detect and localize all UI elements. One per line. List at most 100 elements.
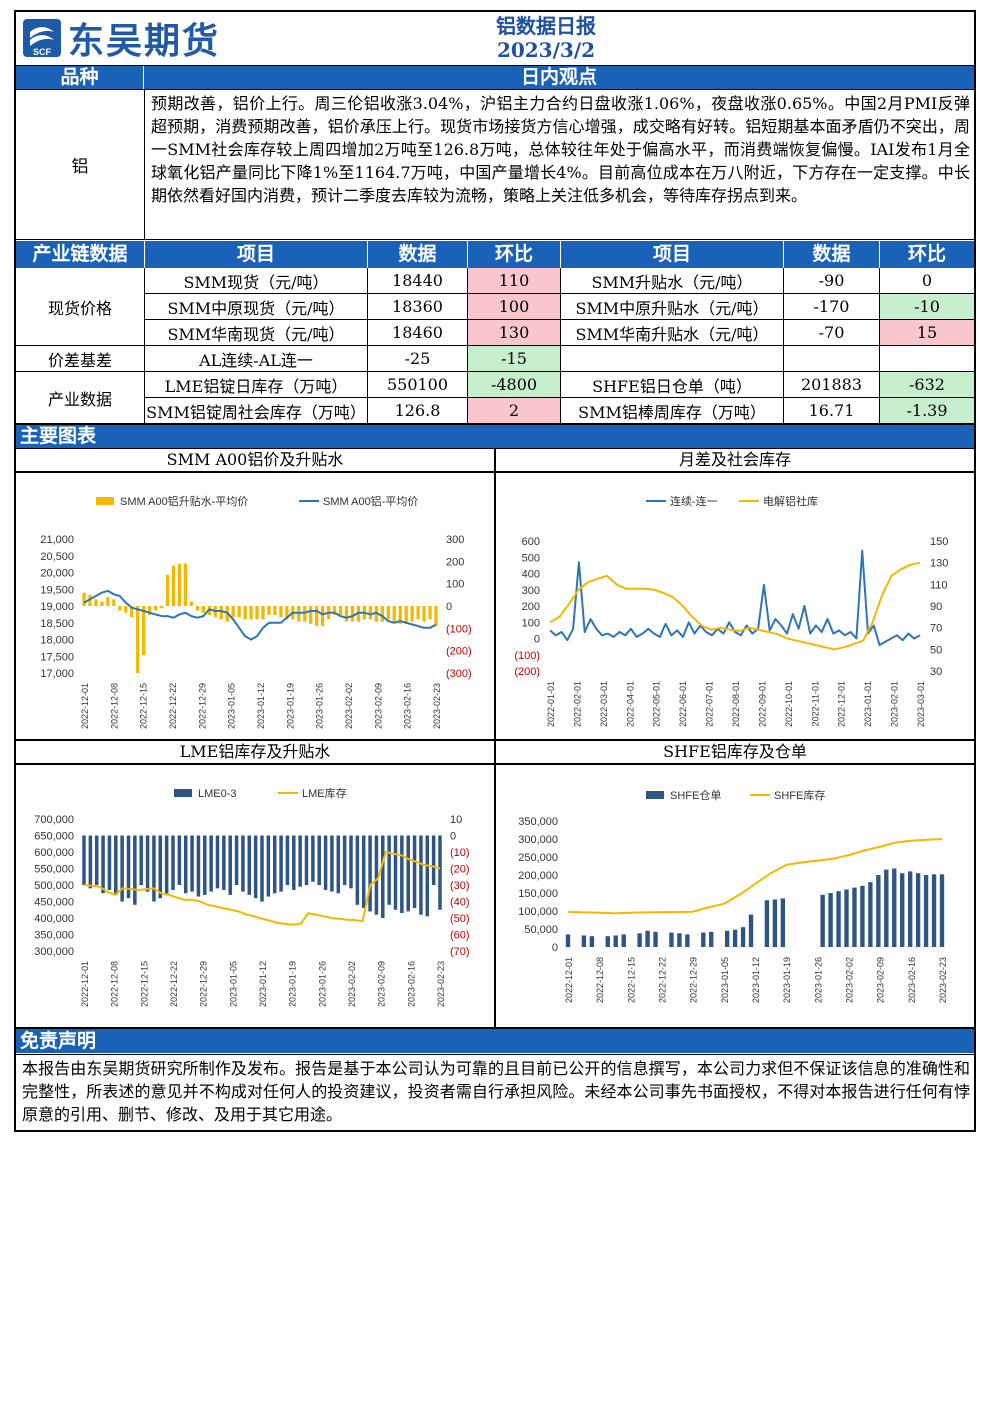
chart-panel-3: LME铝库存及升贴水 LME0-3 LME库存 700,000 650,000 600,… (16, 739, 496, 1027)
y-left-tick-label: 19,500 (40, 584, 74, 596)
table-cell-item2: SMM铝棒周库存（万吨） (561, 398, 784, 424)
bar (267, 606, 271, 615)
y-left-tick-label: 450,000 (34, 897, 74, 909)
chart-3-title: LME铝库存及升贴水 (16, 741, 494, 765)
svg-text:SCF: SCF (33, 47, 52, 57)
bar (114, 835, 118, 895)
bar (158, 835, 163, 899)
y-right-tick-label: (300) (446, 668, 472, 680)
bar (292, 835, 296, 890)
bar (732, 929, 738, 947)
bar (380, 606, 384, 622)
y-left-tick-label: 600 (522, 536, 540, 548)
x-tick-label: 2022-12-01 (80, 683, 90, 729)
x-tick-label: 2022-07-01 (705, 681, 715, 727)
y-left-tick-label: 100,000 (518, 906, 558, 918)
bar (621, 934, 626, 947)
bar (120, 835, 124, 902)
bar (428, 606, 432, 620)
bar (323, 835, 328, 890)
table-cell-chg1: 100 (468, 294, 561, 320)
bar (219, 606, 223, 620)
bar (844, 889, 849, 947)
y-right-tick-label: 70 (930, 623, 942, 635)
y-right-tick-label: 50 (930, 644, 942, 656)
bar (419, 835, 423, 915)
x-tick-label: 2023-01-05 (227, 683, 237, 729)
table-cell-item1: LME铝锭日库存（万吨） (145, 372, 368, 398)
y-left-tick-label: 600,000 (34, 847, 74, 859)
x-tick-label: 2023-02-23 (432, 683, 442, 729)
x-tick-label: 2023-01-19 (782, 957, 792, 1003)
chart-2: 连续-连一 电解铝社库 600 500 400 300 200 100 0 (100) (200) 1… (514, 494, 948, 727)
variety-cell: 铝 (16, 90, 145, 240)
y-right-tick-label: 300 (446, 534, 464, 546)
x-tick-label: 2022-03-01 (599, 681, 609, 727)
bar (431, 835, 436, 885)
y-right-tick-label: 10 (450, 814, 462, 826)
bar (82, 835, 86, 885)
bar (177, 835, 182, 885)
bar (203, 835, 207, 895)
x-tick-label: 2023-02-02 (347, 961, 357, 1007)
x-tick-label: 2023-01-12 (258, 961, 268, 1007)
bar (317, 835, 321, 885)
x-tick-label: 2022-05-01 (652, 681, 662, 727)
series-line (83, 851, 441, 926)
bar (273, 606, 277, 615)
bar (153, 606, 158, 611)
bar (336, 835, 341, 894)
x-tick-label: 2023-02-02 (344, 683, 354, 729)
series-line (549, 549, 921, 646)
report-title-block: 铝数据日报 2023/3/2 (316, 14, 776, 62)
x-tick-label: 2023-03-01 (916, 681, 926, 727)
charts-section-title: 主要图表 (20, 425, 97, 447)
bar (171, 835, 175, 890)
y-right-tick-label: 100 (446, 579, 464, 591)
x-tick-label: 2022-11-01 (810, 681, 820, 726)
table-cell-val2 (784, 346, 880, 372)
bar (304, 835, 309, 885)
y-right-tick-label: 130 (930, 558, 948, 570)
bar (701, 932, 706, 947)
view-header-bar: 品种 日内观点 (16, 65, 974, 90)
bar (177, 563, 182, 606)
th-item-1: 项目 (145, 241, 368, 268)
chart-3: LME0-3 LME库存 700,000 650,000 600,000 550,000 5… (34, 786, 470, 1007)
table-cell-chg2 (880, 346, 974, 372)
bar (338, 606, 343, 615)
series-line (83, 589, 437, 641)
bar (876, 875, 881, 947)
x-tick-label: 2022-02-01 (572, 681, 582, 727)
table-cell-val2: -170 (784, 294, 880, 320)
y-right-tick-label: (10) (450, 847, 470, 859)
bar (565, 934, 571, 947)
x-tick-label: 2022-12-08 (110, 961, 120, 1007)
bar (422, 606, 426, 622)
table-cell-chg1: 2 (468, 398, 561, 424)
x-tick-label: 2023-01-05 (228, 961, 238, 1007)
x-tick-label: 2022-01-01 (546, 681, 556, 727)
bar (118, 606, 122, 611)
bar (350, 606, 355, 622)
table-cell-chg2: -1.39 (880, 398, 974, 424)
bar (215, 835, 220, 889)
bar (349, 835, 353, 889)
bar (923, 875, 929, 947)
chart-panel-1: SMM A00铝价及升贴水 SMM A00铝升贴水-平均价 SMM A00铝-平均… (16, 449, 496, 739)
x-tick-label: 2022-12-01 (837, 681, 847, 727)
logo: SCF 东吴期货 (16, 12, 476, 64)
table-cell-chg1: 130 (468, 320, 561, 346)
bar (355, 835, 360, 905)
x-tick-label: 2023-02-09 (876, 957, 886, 1003)
bar (892, 868, 897, 947)
bar (386, 606, 390, 620)
bar (410, 606, 414, 622)
bar (581, 935, 587, 947)
series-line (567, 838, 943, 915)
y-left-tick-label: 18,000 (40, 635, 74, 647)
bar (231, 606, 235, 618)
y-left-tick-label: 20,500 (40, 551, 74, 563)
x-tick-label: 2023-01-01 (863, 681, 873, 727)
table-cell-item1: AL连续-AL连一 (145, 346, 368, 372)
